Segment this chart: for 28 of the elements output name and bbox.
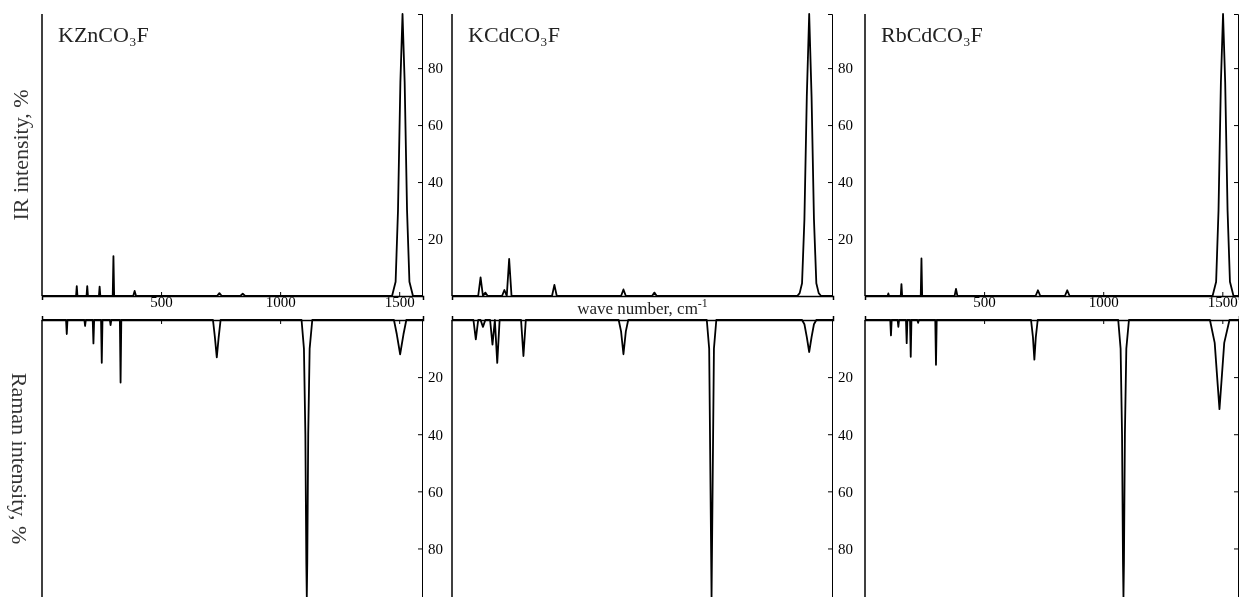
y-tick-label: 40	[428, 174, 443, 191]
y-tick-label: 20	[428, 231, 443, 248]
y-tick-label: 20	[428, 369, 443, 386]
x-tick-label: 1500	[1207, 294, 1238, 310]
y-tick-label: 60	[428, 483, 443, 500]
y-axis-title: IR intensity, %	[7, 89, 33, 221]
chart-title: KZnCO₃F	[58, 22, 149, 47]
y-tick-label: 80	[838, 540, 853, 557]
x-tick-label: 500	[973, 294, 996, 310]
y-tick-label: 40	[838, 174, 853, 191]
y-tick-label: 20	[838, 231, 853, 248]
y-tick-label: 80	[428, 540, 443, 557]
chart-title: KCdCO₃F	[468, 22, 561, 47]
chart-title: RbCdCO₃F	[881, 22, 983, 47]
y-tick-label: 40	[838, 426, 853, 443]
x-tick-label: 500	[150, 294, 173, 310]
y-axis-title: Raman intensity, %	[7, 372, 33, 545]
y-tick-label: 60	[428, 117, 443, 134]
y-tick-label: 60	[838, 117, 853, 134]
x-tick-label: 1000	[265, 294, 296, 310]
y-tick-label: 80	[838, 60, 853, 77]
x-tick-label: 1000	[1088, 294, 1119, 310]
y-tick-label: 80	[428, 60, 443, 77]
x-axis-title: wave number, cm$^{-1}$	[577, 296, 708, 318]
y-tick-label: 40	[428, 426, 443, 443]
y-tick-label: 60	[838, 483, 853, 500]
x-tick-label: 1500	[384, 294, 415, 310]
y-tick-label: 20	[838, 369, 853, 386]
